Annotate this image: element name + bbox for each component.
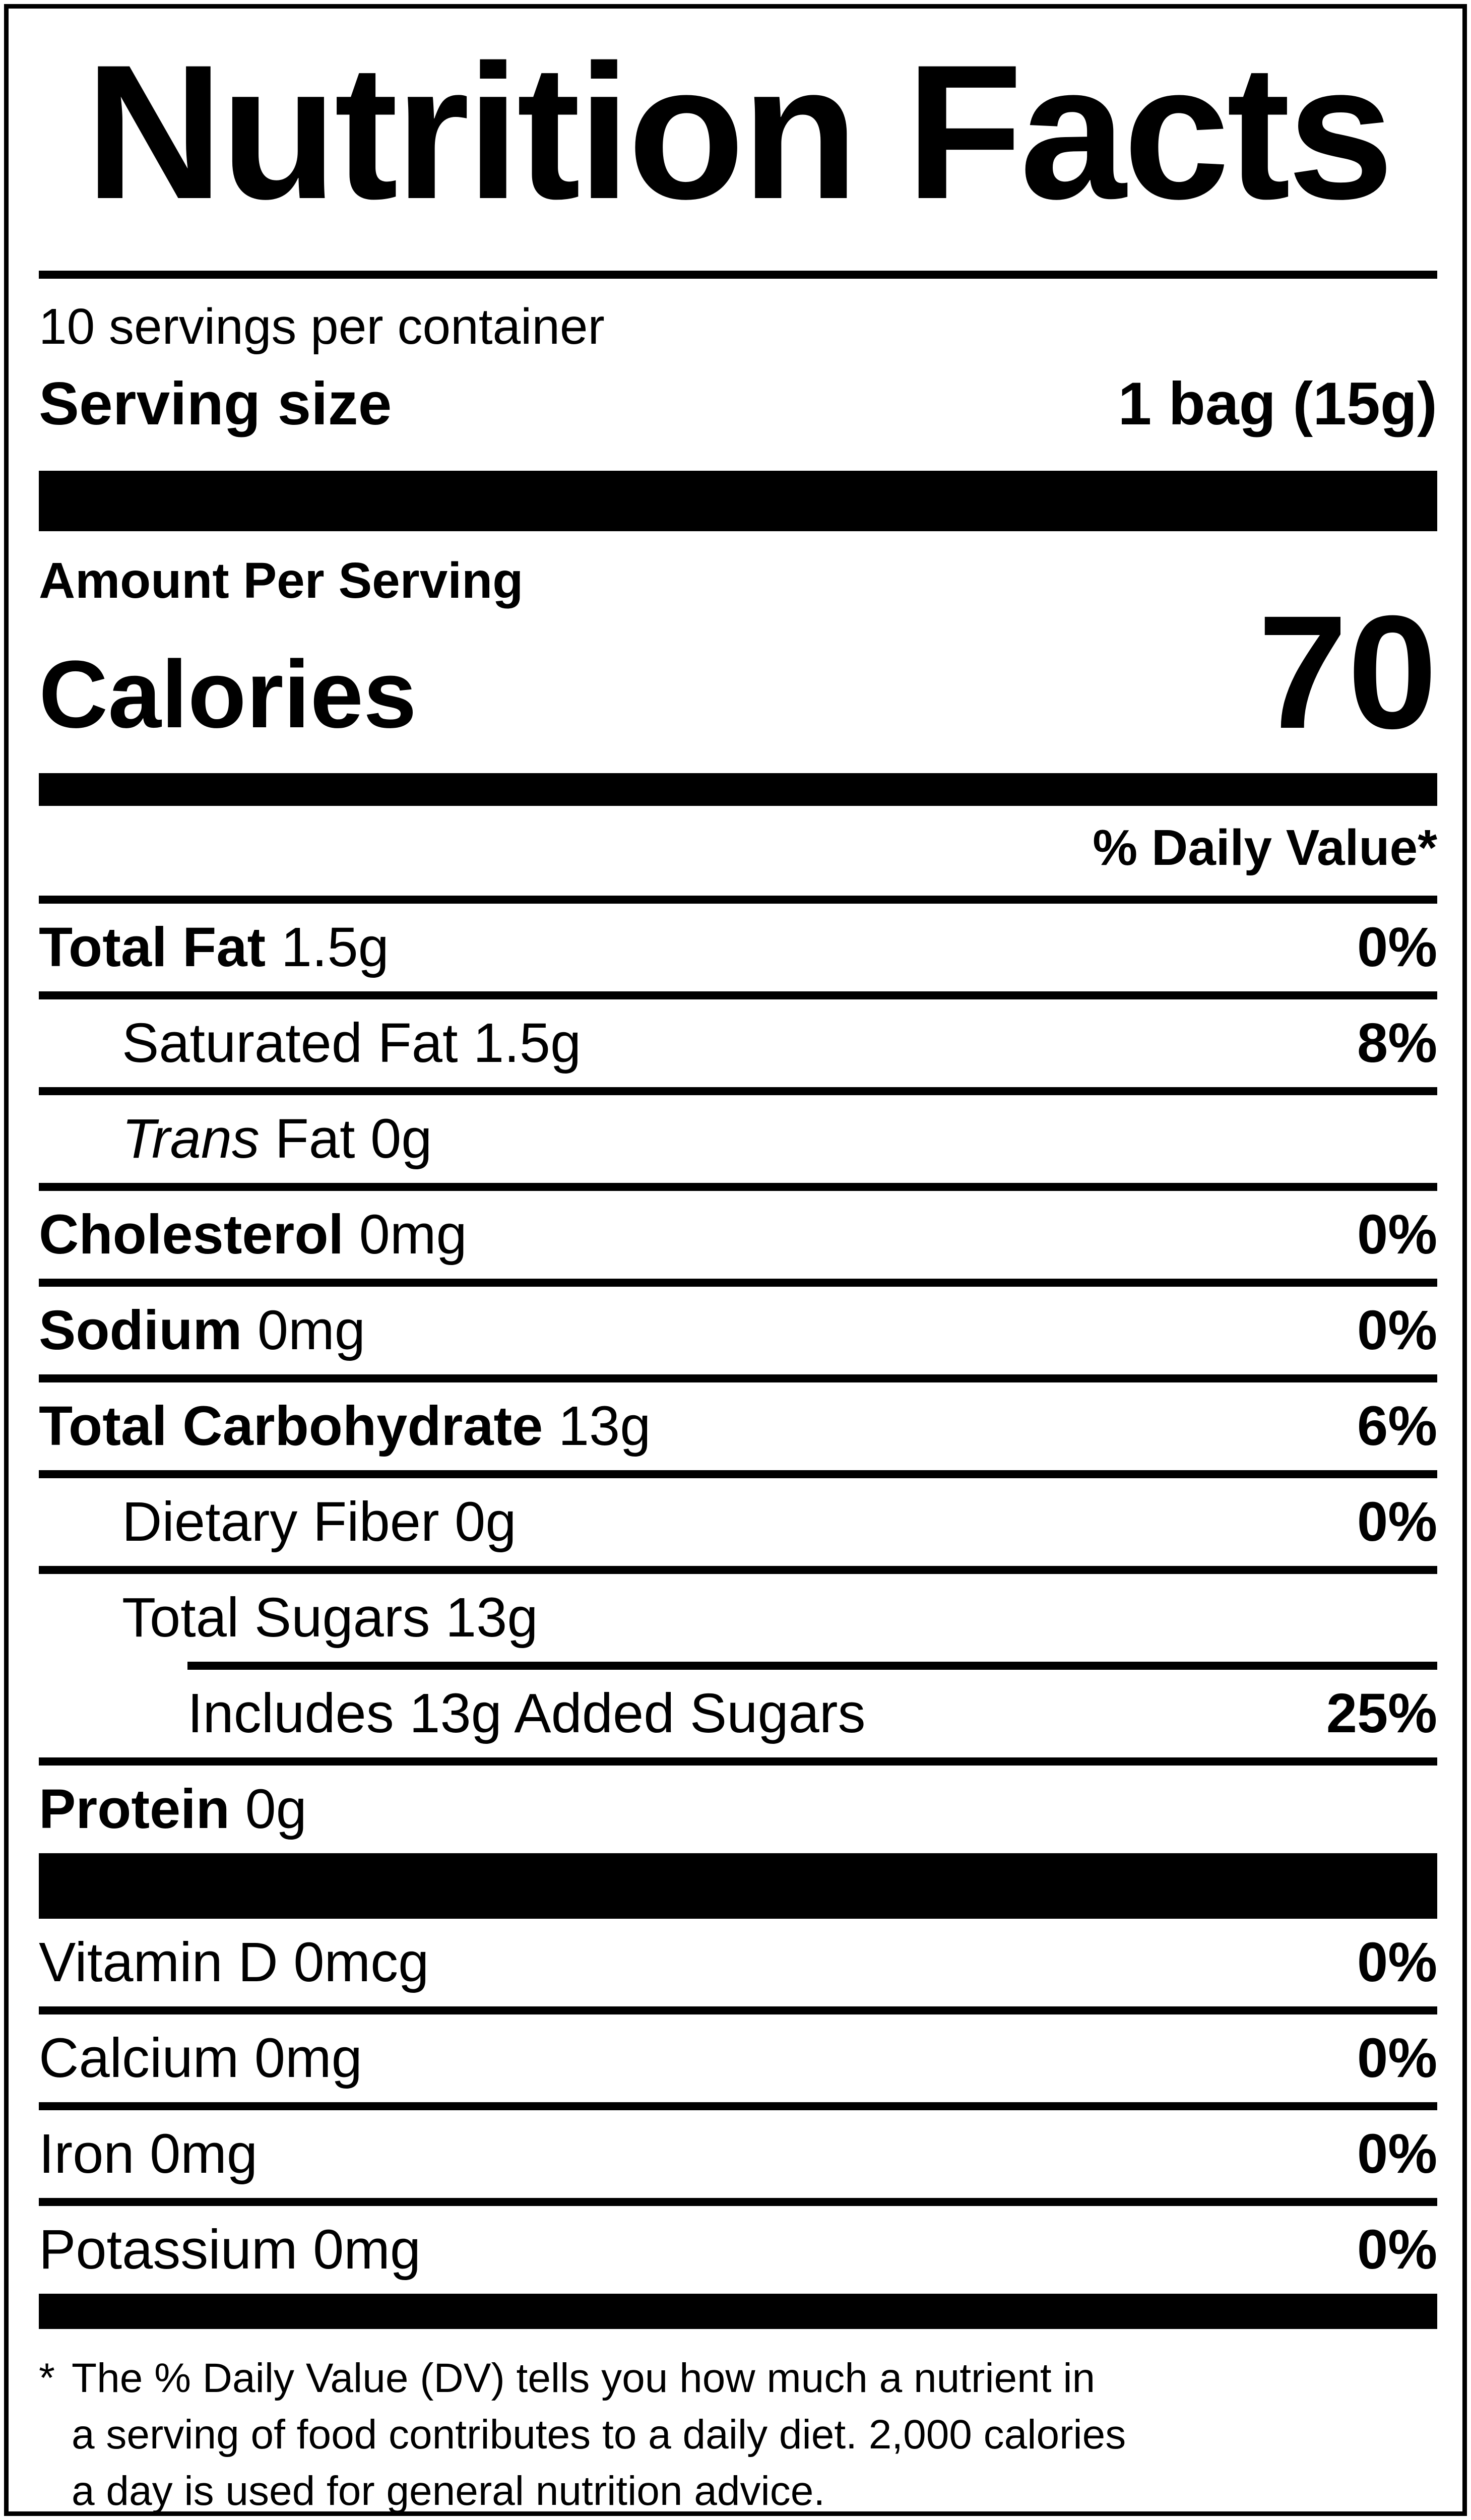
- divider: [39, 2198, 1437, 2206]
- nutrient-name: Protein 0g: [39, 1778, 307, 1840]
- divider: [39, 991, 1437, 999]
- daily-value-percent: 0%: [1357, 2027, 1437, 2089]
- nutrient-row-saturated-fat: Saturated Fat 1.5g 8%: [39, 999, 1437, 1087]
- vitamin-row-calcium: Calcium 0mg 0%: [39, 2014, 1437, 2102]
- nutrition-facts-label: Nutrition Facts 10 servings per containe…: [4, 4, 1467, 2516]
- daily-value-header: % Daily Value*: [1093, 820, 1437, 876]
- divider-under-title: [39, 271, 1437, 279]
- amount-per-serving-label: Amount Per Serving: [39, 552, 524, 609]
- divider: [39, 2006, 1437, 2014]
- nutrient-row-total-fat: Total Fat 1.5g 0%: [39, 904, 1437, 991]
- footnote-line: a serving of food contributes to a daily…: [72, 2412, 1126, 2458]
- label-title: Nutrition Facts: [85, 25, 1394, 239]
- calories-label: Calories: [39, 641, 417, 748]
- divider: [39, 1566, 1437, 1574]
- nutrient-row-protein: Protein 0g: [39, 1766, 1437, 1853]
- nutrient-name: Calcium 0mg: [39, 2027, 362, 2089]
- servings-per-container: 10 servings per container: [39, 298, 605, 355]
- footnote-asterisk: *: [39, 2355, 55, 2401]
- nutrient-name: Potassium 0mg: [39, 2219, 421, 2281]
- nutrient-name: Dietary Fiber 0g: [122, 1491, 517, 1553]
- serving-size-label: Serving size: [39, 370, 392, 437]
- nutrient-row-total-sugars: Total Sugars 13g: [39, 1574, 1437, 1662]
- footnote-line: The % Daily Value (DV) tells you how muc…: [72, 2355, 1096, 2401]
- daily-value-percent: 0%: [1357, 1491, 1437, 1553]
- daily-value-percent: 0%: [1357, 1299, 1437, 1361]
- nutrient-name: Total Carbohydrate 13g: [39, 1395, 651, 1457]
- divider: [39, 896, 1437, 904]
- nutrient-row-total-carbohydrate: Total Carbohydrate 13g 6%: [39, 1382, 1437, 1470]
- calories-row: Calories 70: [39, 581, 1437, 762]
- nutrient-row-sodium: Sodium 0mg 0%: [39, 1287, 1437, 1374]
- nutrient-name: Total Sugars 13g: [122, 1587, 538, 1649]
- daily-value-percent: 0%: [1357, 1204, 1437, 1266]
- nutrient-row-cholesterol: Cholesterol 0mg 0%: [39, 1191, 1437, 1279]
- nutrient-name: Saturated Fat 1.5g: [122, 1012, 582, 1074]
- calories-value: 70: [1258, 581, 1437, 762]
- daily-value-percent: 0%: [1357, 916, 1437, 978]
- nutrient-name: Includes 13g Added Sugars: [187, 1682, 866, 1744]
- nutrient-name: Sodium 0mg: [39, 1299, 365, 1361]
- divider-indented: [187, 1662, 1437, 1670]
- vitamin-row-iron: Iron 0mg 0%: [39, 2110, 1437, 2198]
- daily-value-percent: 8%: [1357, 1012, 1437, 1074]
- nutrient-name: Total Fat 1.5g: [39, 916, 389, 978]
- divider: [39, 1470, 1437, 1478]
- daily-value-footnote: * The % Daily Value (DV) tells you how m…: [39, 2350, 1437, 2514]
- thick-separator-bar: [39, 471, 1437, 531]
- nutrient-name: Trans Fat 0g: [122, 1108, 432, 1170]
- nutrient-name: Iron 0mg: [39, 2123, 258, 2185]
- divider: [39, 1279, 1437, 1287]
- nutrient-name: Vitamin D 0mcg: [39, 1931, 429, 1993]
- daily-value-percent: 6%: [1357, 1395, 1437, 1457]
- divider: [39, 1087, 1437, 1095]
- divider: [39, 1374, 1437, 1382]
- medium-separator-bar: [39, 2294, 1437, 2329]
- footnote-line: a day is used for general nutrition advi…: [72, 2468, 825, 2514]
- daily-value-percent: 0%: [1357, 1931, 1437, 1993]
- vitamin-row-vitamin-d: Vitamin D 0mcg 0%: [39, 1919, 1437, 2006]
- serving-size-value: 1 bag (15g): [1118, 370, 1437, 437]
- nutrient-row-added-sugars: Includes 13g Added Sugars 25%: [39, 1670, 1437, 1757]
- daily-value-percent: 0%: [1357, 2123, 1437, 2185]
- thick-separator-bar: [39, 1853, 1437, 1919]
- daily-value-percent: 0%: [1357, 2219, 1437, 2281]
- nutrient-name: Cholesterol 0mg: [39, 1204, 467, 1266]
- daily-value-percent: 25%: [1326, 1682, 1437, 1744]
- serving-size-row: Serving size 1 bag (15g): [39, 372, 1437, 435]
- nutrient-row-trans-fat: Trans Fat 0g: [39, 1095, 1437, 1183]
- divider: [39, 2102, 1437, 2110]
- divider: [39, 1757, 1437, 1766]
- nutrient-row-dietary-fiber: Dietary Fiber 0g 0%: [39, 1478, 1437, 1566]
- vitamin-row-potassium: Potassium 0mg 0%: [39, 2206, 1437, 2294]
- medium-separator-bar: [39, 773, 1437, 806]
- divider: [39, 1183, 1437, 1191]
